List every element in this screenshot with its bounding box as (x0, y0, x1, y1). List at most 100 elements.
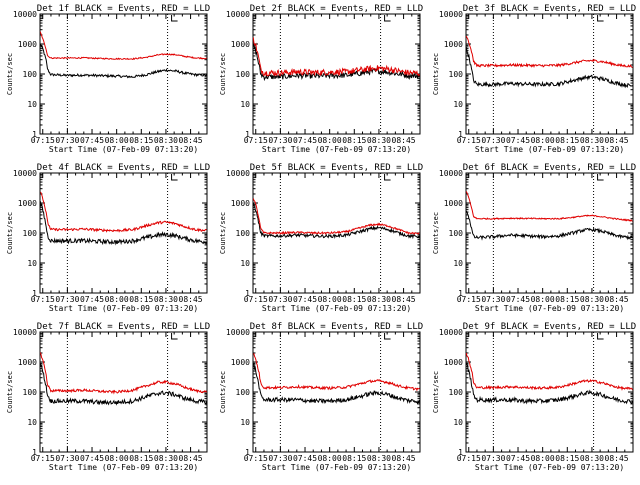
y-axis-label: Counts/sec (6, 53, 14, 95)
y-tick-label: 100 (449, 229, 464, 238)
x-tick-label: 08:15 (555, 136, 579, 145)
x-tick-label: 07:45 (293, 136, 317, 145)
y-tick-label: 100 (23, 70, 38, 79)
x-tick-label: 07:15 (244, 136, 268, 145)
y-axis-label: Counts/sec (6, 371, 14, 413)
x-tick-label: 08:00 (531, 454, 555, 463)
x-tick-label: 08:45 (179, 454, 203, 463)
x-tick-label: 07:15 (457, 136, 481, 145)
series-events-line (39, 363, 207, 406)
plot-frame (252, 331, 421, 453)
x-tick-label: 08:45 (605, 136, 629, 145)
panel-det-8 (252, 331, 421, 453)
x-tick-label: 07:30 (55, 454, 79, 463)
y-tick-label: 1 (32, 130, 37, 139)
y-tick-label: 1000 (18, 358, 37, 367)
x-tick-label: 08:15 (555, 454, 579, 463)
series-events-line (465, 362, 633, 405)
series-events-line (252, 362, 420, 405)
y-tick-label: 10000 (226, 328, 250, 337)
x-tick-label: 08:00 (318, 454, 342, 463)
y-tick-label: 10 (240, 418, 250, 427)
series-lld-line (39, 31, 207, 61)
panel-title: Det 2f BLACK = Events, RED = LLD (250, 4, 423, 14)
x-tick-label: 08:00 (318, 295, 342, 304)
x-axis-label: Start Time (07-Feb-09 07:13:20) (49, 145, 198, 154)
x-tick-label: 07:15 (31, 454, 55, 463)
y-tick-label: 1 (458, 130, 463, 139)
y-tick-label: 10000 (439, 328, 463, 337)
x-axis-label: Start Time (07-Feb-09 07:13:20) (475, 145, 624, 154)
corner-marker (171, 333, 178, 340)
y-tick-label: 1 (245, 289, 250, 298)
panel-det-9 (465, 331, 634, 453)
x-tick-label: 08:15 (555, 295, 579, 304)
x-tick-label: 07:45 (80, 136, 104, 145)
series-lld-line (252, 37, 420, 77)
y-tick-label: 10 (240, 259, 250, 268)
y-tick-label: 10000 (226, 169, 250, 178)
y-tick-label: 1000 (444, 199, 463, 208)
x-tick-label: 07:45 (80, 295, 104, 304)
series-lld-line (465, 352, 633, 391)
panel-title: Det 1f BLACK = Events, RED = LLD (37, 4, 210, 14)
x-tick-label: 08:30 (154, 295, 178, 304)
panel-title: Det 6f BLACK = Events, RED = LLD (463, 163, 636, 173)
corner-marker (597, 15, 604, 22)
x-tick-label: 08:00 (531, 295, 555, 304)
x-axis-label: Start Time (07-Feb-09 07:13:20) (262, 145, 411, 154)
series-lld-line (465, 35, 633, 69)
x-tick-label: 08:00 (105, 136, 129, 145)
plot-frame (465, 13, 634, 135)
y-axis-label: Counts/sec (219, 53, 227, 95)
x-tick-label: 07:45 (506, 295, 530, 304)
x-tick-label: 07:45 (293, 295, 317, 304)
x-tick-label: 08:00 (105, 295, 129, 304)
x-tick-label: 07:30 (481, 295, 505, 304)
series-events-line (465, 47, 633, 89)
y-tick-label: 10000 (13, 10, 37, 19)
x-tick-label: 07:15 (457, 454, 481, 463)
y-tick-label: 100 (449, 388, 464, 397)
series-events-line (39, 43, 207, 79)
x-tick-label: 08:15 (342, 454, 366, 463)
series-events-line (253, 44, 420, 82)
panel-det-7 (39, 331, 208, 453)
y-tick-label: 10 (240, 100, 250, 109)
y-axis-label: Counts/sec (219, 212, 227, 254)
x-tick-label: 07:15 (31, 136, 55, 145)
x-tick-label: 08:45 (392, 454, 416, 463)
plot-frame (39, 13, 208, 135)
series-events-line (465, 210, 633, 241)
y-tick-label: 10000 (439, 10, 463, 19)
x-tick-label: 07:30 (268, 454, 292, 463)
y-axis-label: Counts/sec (432, 371, 440, 413)
x-tick-label: 07:30 (268, 136, 292, 145)
y-tick-label: 1000 (18, 40, 37, 49)
x-tick-label: 08:30 (580, 454, 604, 463)
x-axis-label: Start Time (07-Feb-09 07:13:20) (475, 463, 624, 472)
x-tick-label: 08:45 (392, 295, 416, 304)
y-tick-label: 1 (458, 448, 463, 457)
panel-det-1 (39, 13, 208, 135)
y-tick-label: 1 (245, 130, 250, 139)
y-tick-label: 1 (32, 289, 37, 298)
panel-title: Det 8f BLACK = Events, RED = LLD (250, 322, 423, 332)
y-tick-label: 1000 (231, 199, 250, 208)
x-tick-label: 08:15 (342, 136, 366, 145)
x-tick-label: 07:45 (506, 454, 530, 463)
series-events-line (252, 202, 420, 240)
panel-title: Det 7f BLACK = Events, RED = LLD (37, 322, 210, 332)
corner-marker (171, 15, 178, 22)
corner-marker (384, 15, 391, 22)
x-tick-label: 08:00 (531, 136, 555, 145)
series-lld-line (39, 352, 207, 395)
x-tick-label: 07:15 (244, 454, 268, 463)
y-tick-label: 10 (27, 259, 37, 268)
y-tick-label: 10 (453, 100, 463, 109)
y-axis-label: Counts/sec (432, 212, 440, 254)
x-tick-label: 07:30 (481, 136, 505, 145)
x-tick-label: 07:15 (457, 295, 481, 304)
